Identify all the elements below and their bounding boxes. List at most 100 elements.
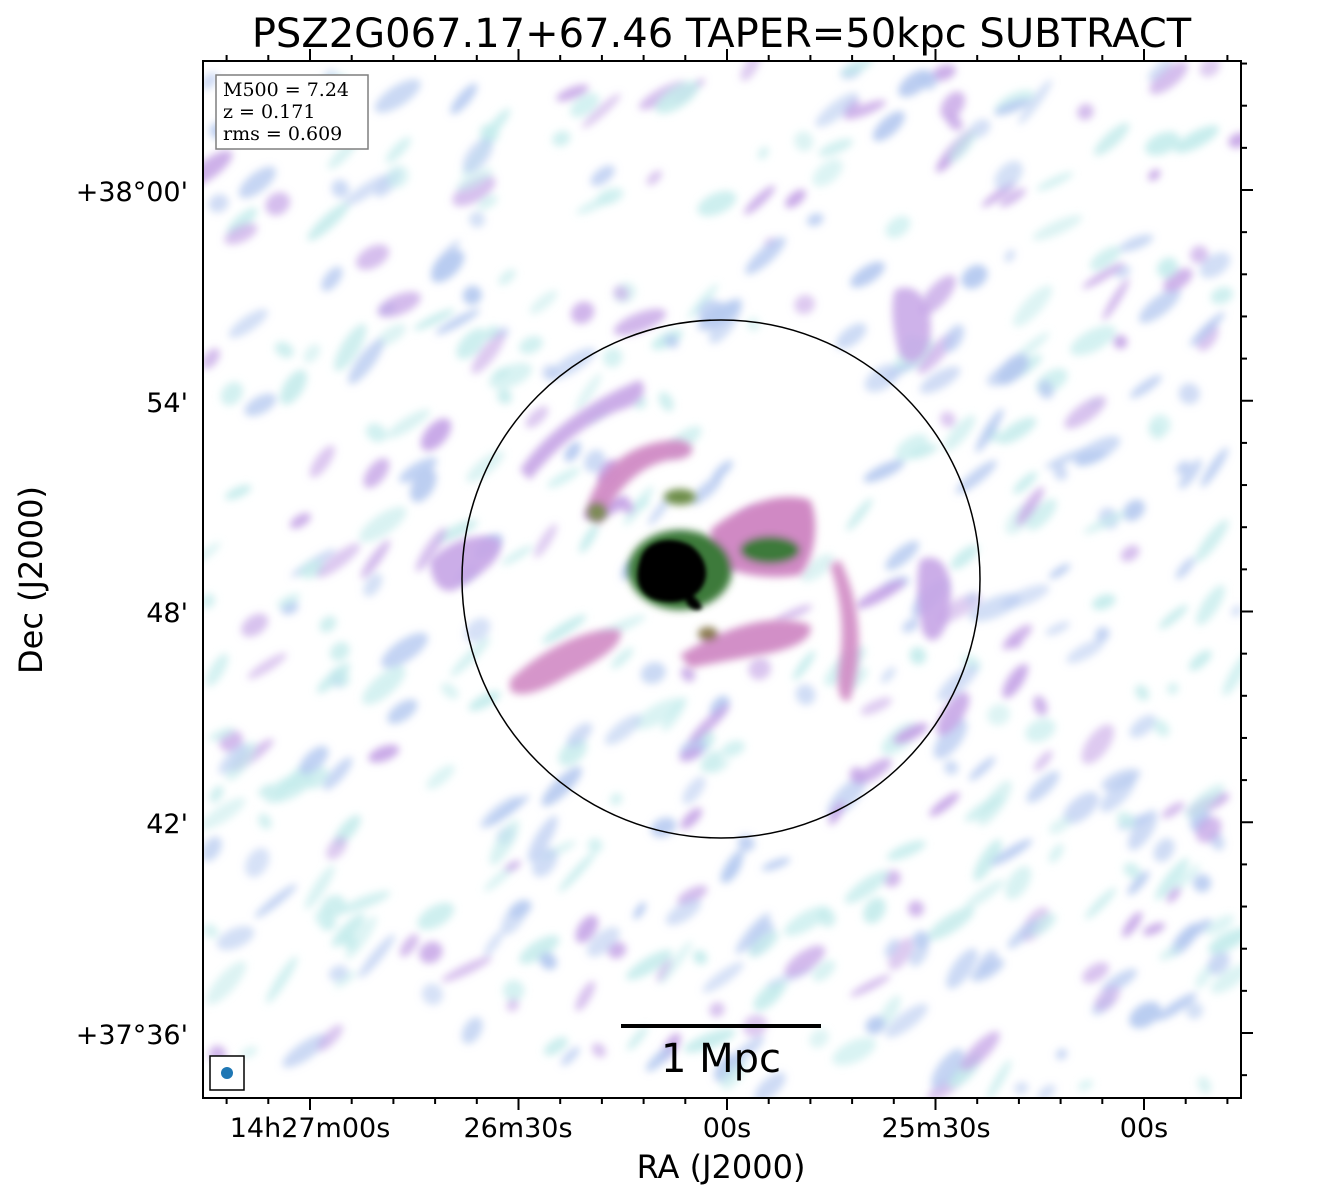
noise-blob [846,498,873,531]
noise-blob [381,632,429,669]
noise-blob [1009,636,1023,649]
x-tick-labels: 14h27m00s 26m30s 00s 25m30s 00s [230,1113,1169,1144]
noise-blob [1113,335,1128,349]
noise-blob [1190,245,1209,264]
noise-blob [1185,1001,1204,1020]
noise-blob [1007,919,1039,949]
noise-blob [441,682,459,699]
noise-blob [501,545,533,566]
noise-blob [613,308,667,336]
noise-blob [1094,985,1121,1011]
noise-blob [303,343,321,364]
noise-blob [1127,870,1150,896]
noise-blob [690,475,722,505]
noise-blob [1048,817,1071,835]
noise-blob [740,61,761,82]
noise-blob [931,1048,964,1089]
noise-blob [556,84,589,102]
noise-blob [784,945,826,977]
noise-blob [245,847,270,878]
noise-blob [203,797,246,830]
noise-blob [552,130,571,147]
y-tick-label: +37°36' [76,1020,188,1051]
noise-blob [888,937,914,971]
noise-blob [208,194,229,213]
emission-far-right-arc [917,557,951,641]
noise-blob [1056,1048,1068,1060]
noise-blob [560,1046,580,1066]
noise-blob [220,381,244,406]
noise-blob [1070,325,1117,356]
noise-blob [529,290,558,315]
image-plot-area: M500 = 7.24 z = 0.171 rms = 0.609 1 Mpc [202,60,1242,1099]
noise-blob [240,1046,258,1058]
noise-blob [344,174,389,206]
noise-blob [902,617,920,633]
noise-blob [1175,557,1196,580]
noise-blob [309,445,335,478]
noise-blob [929,792,960,817]
noise-blob [1231,605,1241,617]
noise-blob [1102,278,1130,321]
noise-blob [539,952,557,970]
noise-blob [1089,246,1121,271]
noise-blob [886,840,926,861]
x-axis-label: RA (J2000) [637,1148,806,1186]
noise-blob [661,696,687,732]
noise-blob [1148,422,1164,440]
noise-blob [345,915,377,960]
noise-blob [374,79,421,113]
noise-blob [774,604,813,623]
noise-blob [849,767,866,785]
noise-blob [946,948,978,989]
noise-blob [338,890,391,914]
noise-blob [656,958,673,983]
noise-blob [276,593,301,608]
noise-blob [329,641,350,662]
noise-blob [792,650,816,681]
noise-blob [659,940,693,985]
noise-blob [206,961,247,1005]
noise-blob [399,934,419,957]
noise-blob [735,912,771,955]
noise-blob [1038,380,1054,399]
noise-blob [1129,1001,1162,1029]
emission-green-knot-east [740,536,800,564]
noise-blob [1196,323,1219,352]
noise-blob [498,269,516,286]
noise-blob [1129,374,1162,399]
noise-blob [1210,964,1241,994]
noise-blob [334,970,357,989]
noise-blob [1194,519,1229,563]
noise-blob [1101,768,1141,791]
noise-blob [1157,257,1178,278]
noise-blob [919,366,961,394]
noise-blob [679,746,703,762]
noise-blob [441,956,493,983]
noise-blob [1077,103,1094,121]
noise-blob [677,885,708,905]
x-tick-label: 26m30s [463,1113,572,1144]
noise-blob [907,900,925,917]
noise-blob [542,614,587,644]
noise-blob [1064,396,1107,429]
noise-blob [812,960,836,982]
noise-blob [570,93,600,118]
noise-blob [596,187,624,205]
noise-blob [1166,886,1182,903]
noise-blob [228,308,268,339]
noise-blob [919,71,938,90]
noise-blob [970,958,1005,982]
noise-blob [1175,864,1200,890]
noise-blob [832,1037,877,1066]
noise-blob [483,930,504,957]
noise-blob [785,189,806,209]
noise-blob [586,927,620,957]
noise-blob [626,949,673,980]
noise-blob [885,215,911,239]
noise-blob [1178,383,1200,405]
noise-blob [1189,311,1225,347]
noise-blob [519,335,543,355]
noise-blob [477,195,498,210]
x-tick-label: 00s [1120,1113,1168,1144]
